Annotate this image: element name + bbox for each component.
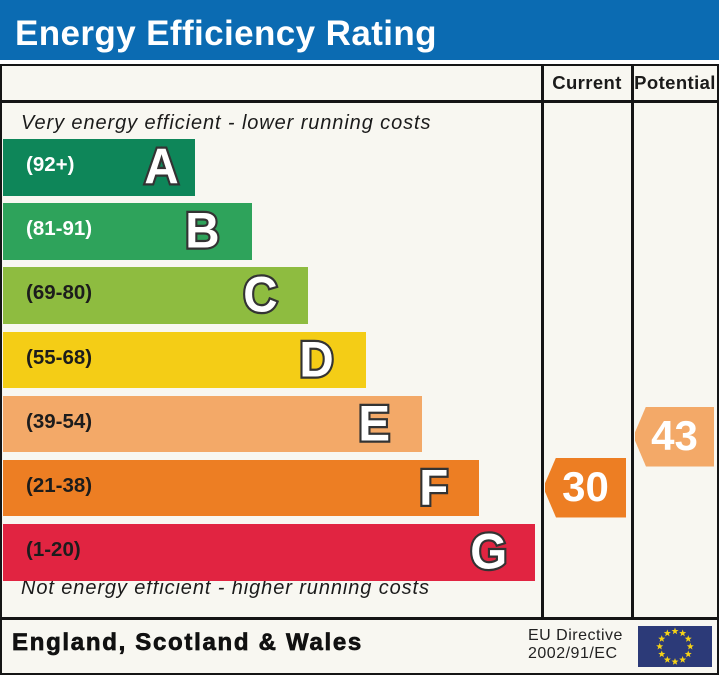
svg-text:C: C (243, 268, 277, 323)
svg-text:B: B (185, 203, 219, 258)
svg-text:F: F (419, 460, 448, 515)
svg-text:A: A (144, 139, 178, 194)
svg-text:G: G (470, 524, 507, 579)
svg-text:E: E (358, 396, 390, 451)
svg-text:D: D (299, 332, 333, 387)
